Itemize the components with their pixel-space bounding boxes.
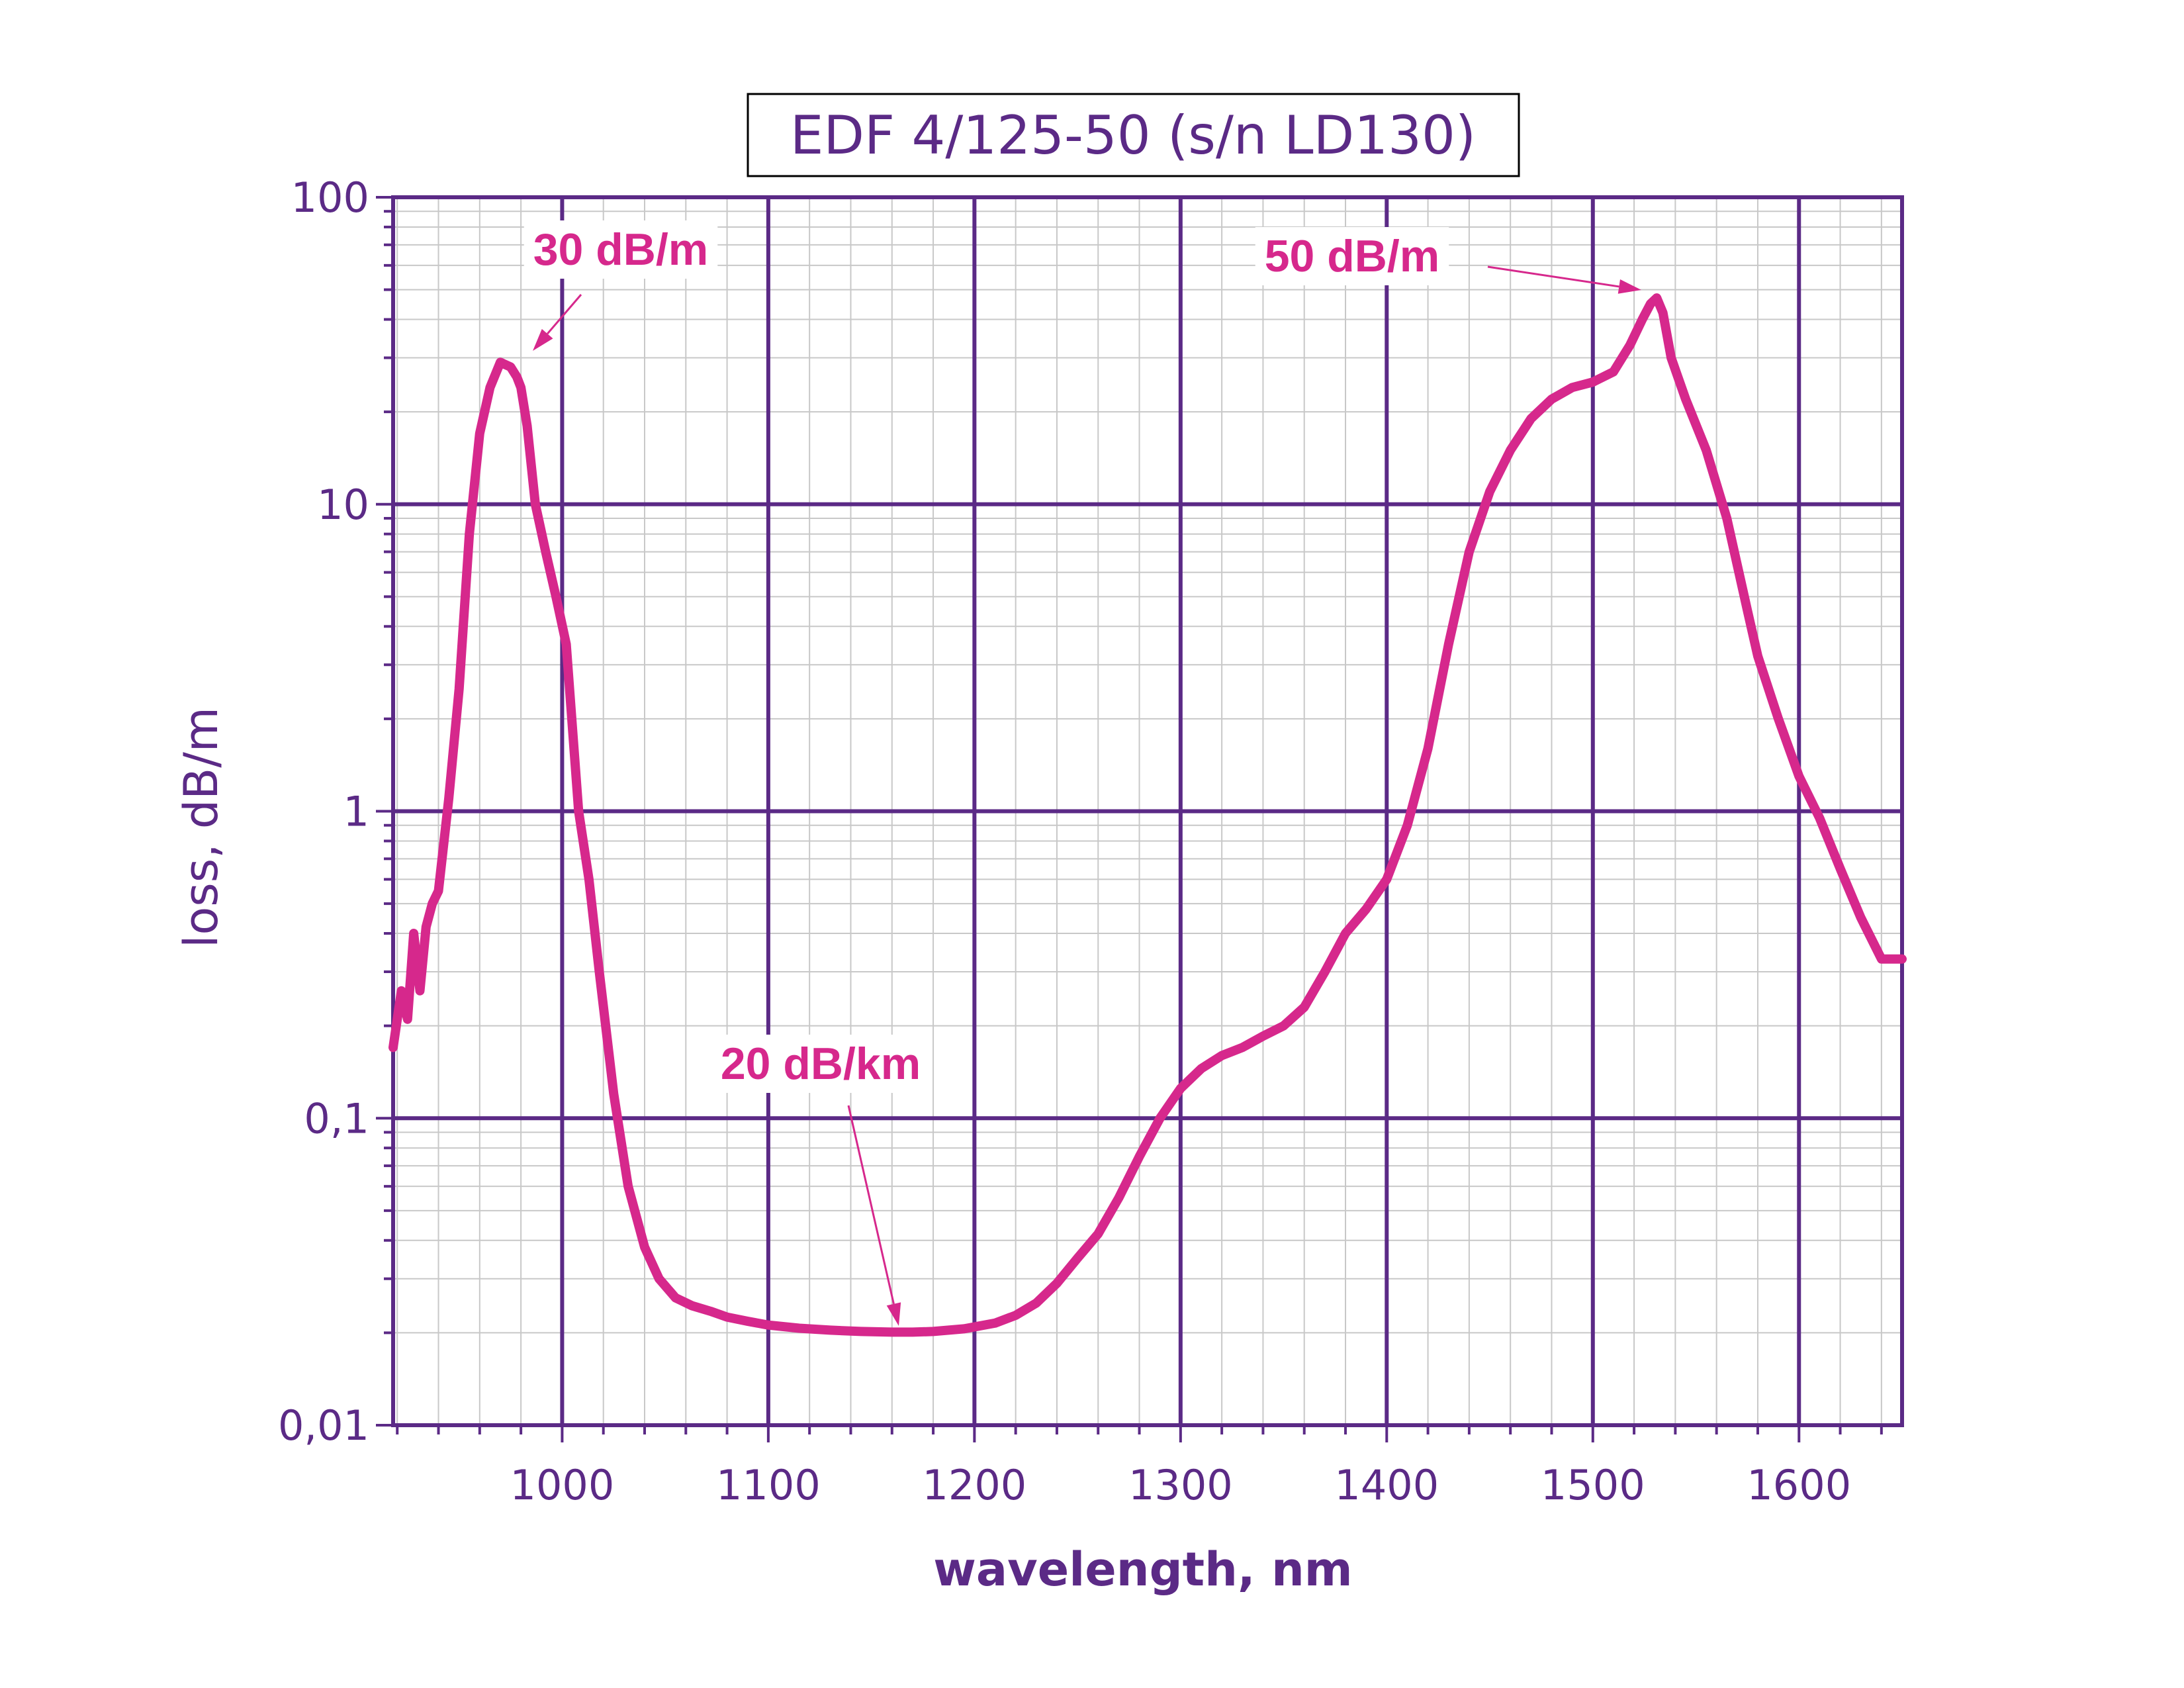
annotation-label: 30 dB/m [533, 224, 709, 275]
x-tick-label: 1500 [1541, 1461, 1645, 1509]
title-frame [747, 93, 1520, 177]
annotation-labels: 30 dB/m 50 dB/m 20 dB/km [523, 220, 1449, 1093]
x-tick-label: 1400 [1334, 1461, 1439, 1509]
annotation-label-bg [711, 1035, 931, 1093]
x-axis-label: wavelength, nm [933, 1542, 1352, 1597]
y-tick-label: 1 [343, 788, 369, 836]
x-ticks [396, 1425, 1883, 1442]
annotation-label-bg [523, 220, 718, 279]
annotation-arrow-head [533, 329, 553, 351]
annotation-arrow-head [1617, 279, 1641, 294]
y-tick-label: 10 [317, 481, 369, 529]
y-ticks [376, 196, 393, 1427]
x-tick-labels: 1000 1100 1200 1300 1400 1500 1600 [510, 1461, 1852, 1509]
x-tick-label: 1600 [1747, 1461, 1851, 1509]
annotation-label: 20 dB/km [721, 1039, 921, 1089]
annotation-label-bg [1255, 227, 1449, 285]
annotation-label: 50 dB/m [1265, 231, 1440, 281]
annotation-arrows [533, 265, 1641, 1326]
y-axis-label: loss, dB/m [174, 707, 228, 948]
annotation-arrow-line [1487, 265, 1619, 288]
annotation-arrow-head [886, 1302, 901, 1326]
annotation-arrow-line [847, 1105, 895, 1305]
y-tick-labels: 0,01 0,1 1 10 100 [278, 173, 369, 1450]
x-tick-label: 1100 [716, 1461, 821, 1509]
x-tick-label: 1000 [510, 1461, 615, 1509]
title-box: EDF 4/125-50 (s/n LD130) [747, 93, 1520, 177]
y-tick-label: 0,1 [304, 1094, 369, 1143]
annotation-arrow-line [547, 294, 582, 335]
x-tick-label: 1200 [922, 1461, 1026, 1509]
loss-curve [388, 293, 1907, 1337]
plot-frame [391, 195, 1904, 1427]
y-tick-label: 0,01 [278, 1401, 369, 1450]
y-tick-label: 100 [291, 173, 369, 222]
x-tick-label: 1300 [1128, 1461, 1233, 1509]
chart-title: EDF 4/125-50 (s/n LD130) [790, 105, 1476, 166]
